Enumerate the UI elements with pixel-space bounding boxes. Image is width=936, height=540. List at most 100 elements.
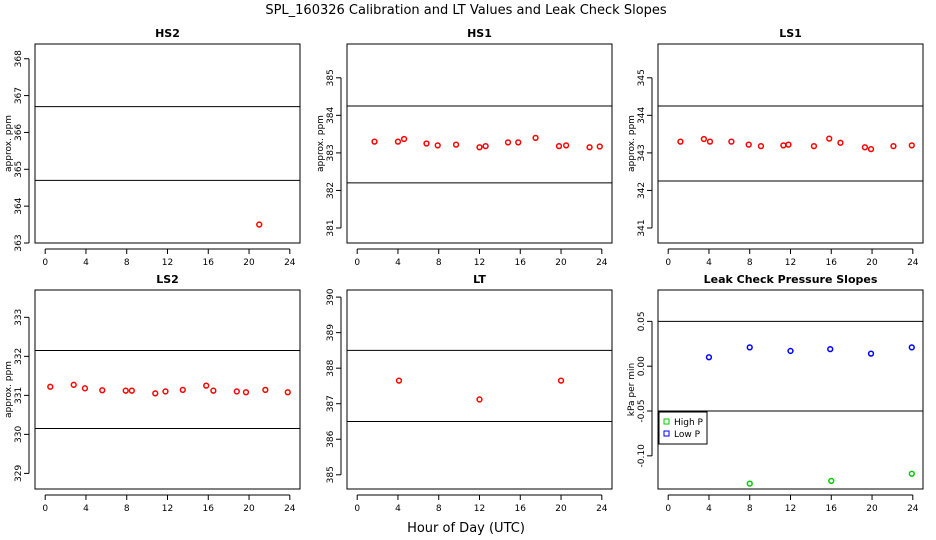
ls1-x-tick-label: 16 (826, 258, 838, 268)
hs1-y-tick-label: 383 (326, 144, 336, 161)
figure-title: SPL_160326 Calibration and LT Values and… (265, 3, 667, 18)
leak-check-x-tick-label: 16 (826, 504, 838, 514)
ls2-y-tick-label: 331 (14, 387, 24, 404)
hs1-ylabel: approx. ppm (316, 115, 326, 172)
hs2-x-tick-label: 24 (284, 258, 296, 268)
ls1-frame (657, 43, 924, 244)
hs1-point-hs1 (555, 142, 563, 150)
lt-y-tick-label: 386 (326, 430, 336, 447)
hs2-y-tick-label: 367 (14, 87, 24, 104)
ls1-point-ls1 (785, 141, 792, 148)
ls1-point-ls1 (867, 145, 875, 153)
leak-check-y-tick-label: 0.00 (637, 356, 647, 376)
hs2-point-hs2 (256, 221, 263, 228)
ls1-y-tick-label: 341 (637, 219, 647, 236)
ls2-y-tick-label: 332 (14, 348, 24, 365)
lt-y-tick-label: 390 (326, 288, 336, 305)
hs1-point-hs1 (586, 144, 593, 151)
leak-check-legend-marker (663, 418, 670, 425)
leak-check-point-high-p (828, 477, 835, 485)
hs1-x-tick-label: 20 (555, 258, 567, 268)
lt-x-tick-label: 0 (354, 504, 360, 514)
ls1-x-tick-label: 20 (866, 258, 878, 268)
ls1-y-tick-label: 344 (637, 106, 647, 123)
leak-check-legend (658, 411, 708, 445)
ls1-point-ls1 (810, 142, 818, 150)
hs1-point-hs1 (515, 139, 522, 146)
hs1-y-tick-label: 384 (326, 106, 336, 123)
panel-ls1: LS1 0 4 8 12 16 20 24 341 342 343 344 345 approx. ppm (627, 27, 924, 268)
leak-check-point-low-p (867, 350, 875, 357)
ls1-x-tick-label: 0 (665, 258, 671, 268)
lt-x-tick-label: 8 (436, 504, 442, 514)
hs2-x-tick-label: 20 (243, 258, 255, 268)
ls2-point-ls2 (210, 387, 217, 394)
leak-check-y-tick-label: 0.05 (637, 311, 647, 331)
hs2-x-tick-label: 0 (42, 258, 48, 268)
ls2-x-tick-label: 4 (83, 504, 89, 514)
lt-y-tick-label: 387 (326, 395, 336, 412)
hs2-x-tick-label: 8 (124, 258, 130, 268)
ls2-x-tick-label: 16 (203, 504, 215, 514)
lt-title: LT (473, 273, 486, 286)
hs1-point-hs1 (476, 144, 483, 151)
ls1-point-ls1 (890, 142, 897, 150)
panel-hs1: HS1 0 4 8 12 16 20 24 381 382 383 384 385 approx. ppm (316, 27, 613, 268)
ls2-point-ls2 (47, 383, 54, 390)
ls1-y-tick-label: 343 (637, 144, 647, 161)
hs1-point-hs1 (423, 140, 430, 147)
leak-check-x-tick-label: 8 (747, 504, 753, 514)
leak-check-x-tick-label: 0 (665, 504, 671, 514)
leak-check-point-low-p (705, 354, 713, 361)
ls1-point-ls1 (706, 138, 714, 145)
leak-check-x-tick-label: 12 (785, 504, 796, 514)
hs1-point-hs1 (400, 135, 408, 143)
ls1-point-ls1 (700, 135, 708, 143)
ls1-point-ls1 (780, 142, 787, 149)
leak-check-x-tick-label: 24 (907, 504, 919, 514)
ls2-point-ls2 (179, 386, 186, 394)
hs2-y-tick-label: 364 (14, 197, 24, 214)
leak-check-point-low-p (787, 347, 794, 355)
hs1-y-tick-label: 382 (326, 182, 336, 199)
hs1-x-tick-label: 24 (596, 258, 608, 268)
leak-check-y-tick-label: -0.05 (637, 399, 647, 422)
ls1-point-ls1 (861, 144, 869, 151)
ls2-y-tick-label: 329 (14, 465, 24, 482)
hs2-title: HS2 (155, 27, 180, 40)
leak-check-y-tick-label: -0.10 (637, 444, 647, 468)
ls2-x-tick-label: 24 (284, 504, 296, 514)
hs2-x-tick-label: 4 (83, 258, 89, 268)
ls2-point-ls2 (128, 387, 135, 394)
leak-check-x-tick-label: 20 (866, 504, 878, 514)
ls2-point-ls2 (70, 381, 77, 388)
ls2-point-ls2 (242, 389, 250, 396)
hs1-x-tick-label: 4 (395, 258, 401, 268)
ls1-point-ls1 (728, 138, 735, 145)
hs1-point-hs1 (532, 134, 539, 142)
hs2-y-tick-label: 363 (14, 234, 24, 251)
hs2-x-tick-label: 16 (203, 258, 215, 268)
hs1-title: HS1 (467, 27, 492, 40)
ls1-point-ls1 (757, 142, 765, 150)
hs2-y-tick-label: 368 (14, 50, 24, 67)
ls1-point-ls1 (826, 135, 833, 142)
lt-x-tick-label: 20 (555, 504, 567, 514)
panel-lt: LT 0 4 8 12 16 20 24 385 386 387 388 389 390 (326, 273, 613, 514)
hs1-x-tick-label: 8 (436, 258, 442, 268)
leak-check-point-low-p (908, 344, 915, 351)
lt-x-tick-label: 24 (596, 504, 608, 514)
ls2-point-ls2 (122, 387, 129, 394)
ls2-point-ls2 (162, 388, 169, 395)
leak-check-legend-marker (663, 430, 670, 437)
ls2-x-tick-label: 0 (42, 504, 48, 514)
hs1-x-tick-label: 0 (354, 258, 360, 268)
lt-x-tick-label: 12 (474, 504, 485, 514)
lt-y-tick-label: 388 (326, 359, 336, 376)
panel-hs2: HS2 0 4 8 12 16 20 24 363 364 365 366 367 368 approx. … (4, 27, 301, 268)
ls1-point-ls1 (745, 141, 752, 148)
ls2-frame (34, 289, 301, 490)
ls2-y-tick-label: 330 (14, 426, 24, 443)
hs1-y-tick-label: 385 (326, 69, 336, 86)
ls2-point-ls2 (262, 386, 269, 394)
